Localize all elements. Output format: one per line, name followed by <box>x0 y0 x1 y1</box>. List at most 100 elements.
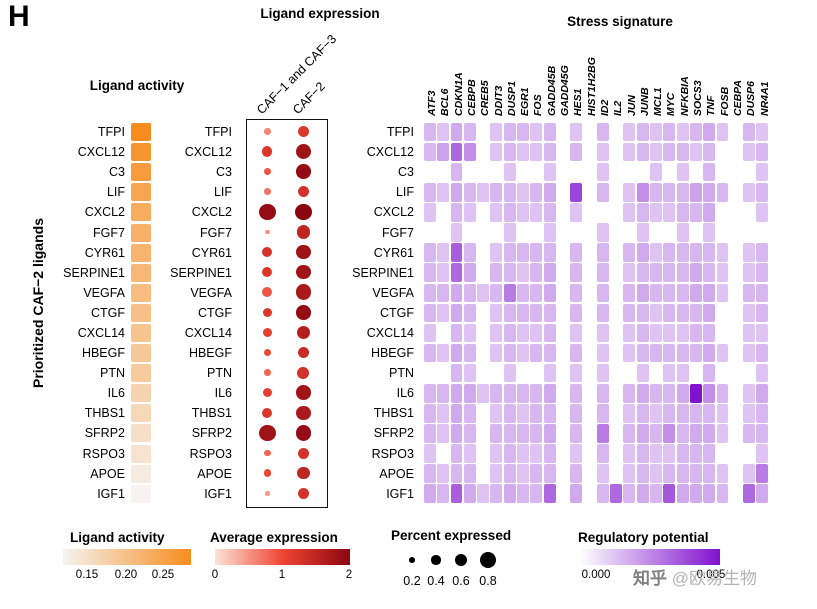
regulatory-potential-cell <box>424 303 436 323</box>
regulatory-potential-cell <box>477 283 490 303</box>
regulatory-potential-cell <box>477 123 489 142</box>
ligand-activity-row: SFRP2 <box>55 423 151 443</box>
regulatory-potential-cell <box>610 364 622 383</box>
regulatory-potential-cell <box>743 424 756 443</box>
regulatory-potential-cell <box>477 404 489 423</box>
expression-dot <box>262 407 273 418</box>
regulatory-potential-cell <box>730 284 742 303</box>
regulatory-potential-cell <box>543 444 556 463</box>
ligand-expression-header: Ligand expression <box>260 6 380 21</box>
stress-heatmap-row: LIF <box>345 182 420 202</box>
regulatory-potential-cell <box>530 142 543 162</box>
ligand-activity-row: C3 <box>55 162 151 182</box>
regulatory-potential-cell <box>450 122 463 142</box>
regulatory-potential-cell <box>663 404 676 423</box>
regulatory-potential-cell <box>743 243 756 262</box>
regulatory-potential-cell <box>463 183 476 202</box>
regulatory-potential-cell <box>650 404 662 423</box>
ligand-activity-row: HBEGF <box>55 343 151 363</box>
regulatory-potential-cell <box>557 464 569 483</box>
regulatory-potential-cell <box>584 344 596 363</box>
gene-column-label: GADD45G <box>559 65 571 116</box>
expression-dot <box>259 203 276 220</box>
gene-column-label: MYC <box>665 92 678 116</box>
regulatory-potential-cell <box>689 122 702 142</box>
regulatory-potential-cell <box>437 203 449 222</box>
expression-dot <box>297 447 309 459</box>
ligand-row-label: PTN <box>207 366 232 381</box>
regulatory-potential-cell <box>717 364 729 383</box>
regulatory-potential-cell <box>743 323 756 343</box>
regulatory-potential-cell <box>424 263 436 282</box>
regulatory-potential-cell <box>676 444 689 463</box>
regulatory-potential-cell <box>570 424 583 443</box>
percent-tick: 0.2 <box>403 574 421 588</box>
regulatory-potential-cell <box>690 163 702 182</box>
regulatory-potential-cell <box>716 404 729 423</box>
heatmap-row-labels: TFPI CXCL12 C3 LIF CXCL2 FGF7 CYR61 SERPINE1 VEG… <box>345 122 420 504</box>
regulatory-potential-cell <box>463 404 476 423</box>
regulatory-potential-cell <box>676 283 689 303</box>
regulatory-potential-cell <box>530 384 543 403</box>
ligand-row-label: CXCL12 <box>366 145 414 160</box>
ligand-activity-row: CXCL12 <box>55 142 151 162</box>
regulatory-potential-cell <box>676 142 689 162</box>
regulatory-potential-cell <box>756 424 769 443</box>
regulatory-potential-cell <box>490 142 503 162</box>
regulatory-potential-cell <box>756 283 769 303</box>
regulatory-potential-cell <box>450 363 463 383</box>
ligand-row-label: C3 <box>216 165 232 180</box>
regulatory-potential-cell <box>490 323 503 343</box>
regulatory-potential-cell <box>437 424 450 443</box>
regulatory-potential-cell <box>623 424 636 443</box>
regulatory-potential-cell <box>650 203 662 222</box>
regulatory-potential-cell <box>610 424 622 443</box>
regulatory-potential-cell <box>676 183 689 202</box>
regulatory-potential-cell <box>596 323 609 343</box>
expression-dot <box>262 327 272 337</box>
gene-column-label: MCL1 <box>652 87 665 116</box>
regulatory-potential-cell <box>636 263 649 282</box>
ligand-expression-row: APOE <box>158 464 238 484</box>
regulatory-potential-cell <box>650 162 662 182</box>
regulatory-potential-cell <box>610 123 622 142</box>
regulatory-potential-cell <box>517 163 529 182</box>
regulatory-potential-cell <box>730 444 742 463</box>
regulatory-potential-cell <box>570 283 583 303</box>
gene-column-label: JUNB <box>638 87 651 116</box>
regulatory-potential-cell <box>424 404 436 423</box>
expression-dot <box>262 388 272 398</box>
gene-column-label: CDKN1A <box>452 72 465 116</box>
ligand-row-label: RSPO3 <box>189 446 232 461</box>
regulatory-potential-cell <box>543 283 556 303</box>
regulatory-potential-cell <box>743 303 756 323</box>
regulatory-potential-cell <box>437 444 449 463</box>
regulatory-potential-cell <box>743 464 756 483</box>
regulatory-potential-cell <box>636 404 649 423</box>
regulatory-potential-cell <box>663 223 675 242</box>
regulatory-potential-cell <box>636 484 649 503</box>
regulatory-potential-cell <box>703 323 716 343</box>
regulatory-potential-cell <box>570 444 583 463</box>
regulatory-potential-cell <box>596 162 609 182</box>
regulatory-potential-cell <box>689 384 702 403</box>
regulatory-potential-cell <box>517 424 529 443</box>
regulatory-potential-cell <box>610 384 622 403</box>
regulatory-potential-cell <box>557 324 569 343</box>
gene-column-label: BCL6 <box>439 88 452 116</box>
regulatory-potential-cell <box>636 384 649 403</box>
regulatory-potential-cell <box>756 323 769 343</box>
regulatory-potential-cell <box>730 324 742 343</box>
regulatory-potential-cell <box>650 444 662 463</box>
regulatory-potential-cell <box>490 203 503 222</box>
regulatory-potential-cell <box>716 484 729 503</box>
regulatory-potential-cell <box>663 243 676 262</box>
regulatory-potential-cell <box>636 464 649 483</box>
regulatory-potential-cell <box>503 183 516 202</box>
regulatory-potential-cell <box>557 284 569 303</box>
regulatory-potential-cell <box>437 303 450 323</box>
regulatory-potential-cell <box>490 263 503 282</box>
regulatory-potential-cell <box>743 404 756 423</box>
ligand-row-label: SERPINE1 <box>63 265 125 280</box>
